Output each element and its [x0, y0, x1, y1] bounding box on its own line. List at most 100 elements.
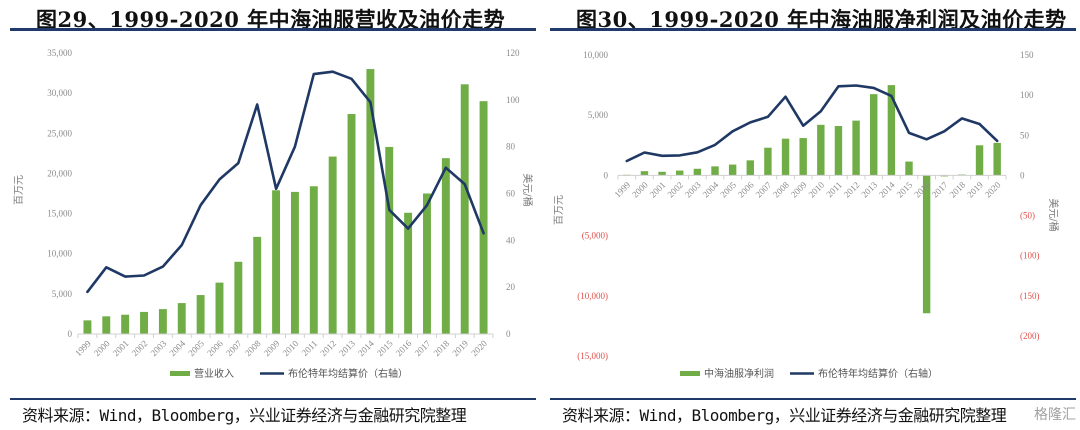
x-tick-label: 2010 [281, 338, 301, 358]
y-tick-label: 25,000 [47, 128, 72, 138]
bar [746, 160, 754, 176]
title-rule [550, 28, 1076, 31]
y-tick-label: 35,000 [47, 48, 72, 58]
y2-tick-label: 100 [506, 95, 520, 105]
x-tick-label: 2008 [771, 179, 791, 199]
legend-label-line: 布伦特年均结算价（右轴） [288, 367, 408, 380]
x-tick-label: 2003 [149, 338, 169, 358]
y2-tick-label: 20 [506, 282, 516, 292]
y2-tick-label: 60 [506, 189, 516, 199]
bar [102, 316, 111, 334]
y-tick-label: (5,000) [582, 231, 608, 241]
legend-label-line: 布伦特年均结算价（右轴） [818, 367, 938, 380]
y-axis-title: 百万元 [553, 195, 565, 225]
bar [366, 69, 375, 335]
bar [441, 158, 450, 334]
x-tick-label: 2014 [356, 338, 376, 358]
bar [887, 85, 896, 176]
x-tick-label: 2004 [701, 179, 721, 199]
x-tick-label: 2001 [111, 338, 131, 358]
x-tick-label: 2019 [965, 179, 985, 199]
bar [817, 124, 825, 176]
bar [693, 168, 702, 176]
chart-panel-profit: 图30、1999-2020 年中海油服净利润及油价走势 (15,000) (10,… [540, 0, 1080, 430]
y-tick-label: 20,000 [47, 168, 72, 178]
bar [83, 320, 92, 334]
y-tick-label: 10,000 [47, 249, 72, 259]
y2-axis-title: 美元/桶 [521, 173, 534, 206]
bar [347, 114, 356, 334]
x-tick-label: 2013 [337, 338, 357, 358]
y-tick-label: (15,000) [577, 351, 608, 361]
x-tick-label: 2012 [842, 180, 862, 200]
bar [975, 145, 984, 176]
x-tick-label: 2006 [205, 338, 225, 358]
x-tick-label: 2004 [167, 338, 187, 358]
bar [404, 212, 413, 334]
y2-tick-label: 120 [506, 48, 520, 58]
x-tick-label: 2018 [948, 179, 968, 199]
chart-title: 图30、1999-2020 年中海油服净利润及油价走势 [576, 7, 1067, 32]
x-tick-label: 2008 [243, 338, 263, 358]
x-tick-label: 2020 [983, 179, 1003, 199]
bar [799, 138, 807, 176]
x-tick-label: 2012 [318, 338, 338, 358]
y-tick-label: 15,000 [47, 209, 72, 219]
x-tick-label: 2009 [789, 179, 809, 199]
y2-tick-label: 100 [1020, 90, 1034, 100]
bar [834, 126, 843, 176]
y2-tick-label: (100) [1020, 251, 1040, 261]
source-rule [550, 398, 1076, 400]
x-tick-label: 2000 [92, 338, 112, 358]
y2-tick-label: 80 [506, 142, 516, 152]
x-tick-label: 2009 [262, 338, 282, 358]
x-tick-label: 2006 [736, 179, 756, 199]
x-tick-label: 2019 [450, 338, 470, 358]
bar [385, 146, 394, 334]
chart-title: 图29、1999-2020 年中海油服营收及油价走势 [36, 7, 506, 32]
bar [196, 295, 205, 334]
brent-price-line [86, 70, 485, 294]
y-tick-label: 0 [604, 170, 609, 180]
x-tick-label: 2016 [394, 338, 414, 358]
bar [781, 138, 790, 176]
source-note: 资料来源：Wind，Bloomberg，兴业证券经济与金融研究院整理 [562, 406, 1007, 425]
x-tick-label: 1999 [73, 338, 93, 358]
bar [215, 282, 224, 334]
bar [764, 147, 772, 176]
bar [658, 171, 666, 176]
y2-tick-label: 50 [1020, 130, 1030, 140]
legend-label-bar: 中海油服净利润 [704, 367, 774, 380]
legend-swatch-bar [170, 371, 190, 376]
y-tick-label: 0 [68, 329, 73, 339]
legend-label-bar: 营业收入 [194, 367, 234, 380]
chart-panel-revenue: 图29、1999-2020 年中海油服营收及油价走势 0 5,000 10,000 1… [10, 7, 536, 425]
y2-tick-label: 150 [1020, 50, 1034, 60]
y2-tick-label: 0 [1020, 170, 1025, 180]
y2-tick-label: 0 [506, 329, 511, 339]
bar [728, 164, 737, 176]
y2-axis-title: 美元/桶 [1047, 198, 1060, 231]
watermark-logo: 格隆汇 [1034, 407, 1076, 423]
bar [234, 261, 243, 334]
x-tick-label: 2013 [859, 179, 879, 199]
y-tick-label: 5,000 [52, 289, 73, 299]
x-tick-label: 2018 [431, 338, 451, 358]
bar [423, 193, 431, 334]
x-tick-label: 2005 [186, 338, 206, 358]
source-note: 资料来源：Wind，Bloomberg，兴业证券经济与金融研究院整理 [22, 406, 467, 425]
y2-tick-label: (50) [1020, 211, 1035, 221]
x-tick-label: 2011 [300, 338, 320, 358]
bar [852, 120, 860, 176]
y-tick-label: 30,000 [47, 88, 72, 98]
bar [140, 311, 148, 334]
bar [922, 175, 931, 314]
bar [479, 101, 488, 335]
x-tick-label: 2007 [224, 338, 244, 358]
x-tick-label: 2017 [930, 179, 950, 199]
bar [993, 142, 1001, 176]
x-tick-label: 2020 [469, 338, 489, 358]
x-tick-label: 2015 [375, 338, 395, 358]
legend-swatch-bar [680, 371, 700, 376]
x-tick-label: 2003 [683, 179, 703, 199]
